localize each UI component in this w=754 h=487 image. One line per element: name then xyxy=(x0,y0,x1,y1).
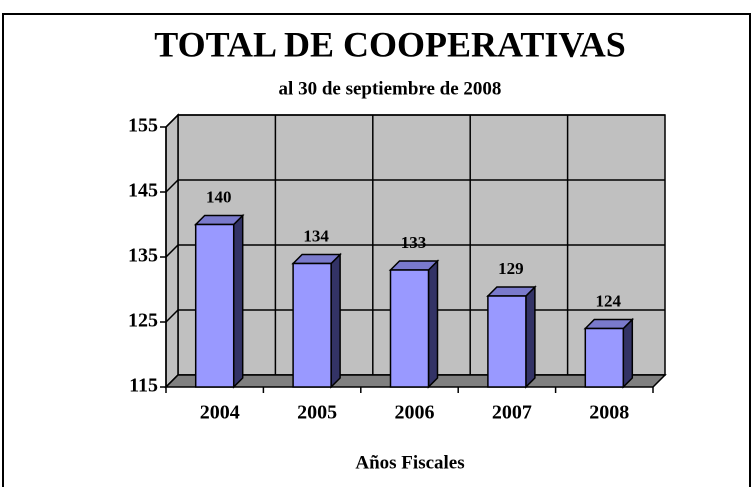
bar-top xyxy=(583,318,635,330)
value-label: 129 xyxy=(498,259,524,278)
value-label: 134 xyxy=(303,226,329,245)
x-tick-label: 2005 xyxy=(297,402,337,424)
bar xyxy=(292,262,332,388)
y-tick-label: 145 xyxy=(128,180,158,202)
bar-side xyxy=(622,317,634,389)
chart-subtitle: al 30 de septiembre de 2008 xyxy=(279,78,502,99)
bar xyxy=(584,327,625,388)
bar-side xyxy=(232,213,244,389)
bar xyxy=(389,269,430,388)
bar xyxy=(487,295,527,388)
bar-side xyxy=(525,285,536,389)
bar xyxy=(194,223,235,388)
bar-top xyxy=(486,286,537,297)
bar-top xyxy=(388,260,440,271)
bar-side xyxy=(427,259,439,389)
value-label: 133 xyxy=(401,233,427,252)
chart-title: TOTAL DE COOPERATIVAS xyxy=(154,24,625,64)
bar-side xyxy=(330,252,341,389)
grid-line xyxy=(165,114,665,128)
y-tick-label: 115 xyxy=(129,375,158,397)
value-label: 124 xyxy=(596,291,622,310)
y-tick-label: 125 xyxy=(128,310,158,332)
grid-line xyxy=(165,179,665,193)
x-tick-label: 2006 xyxy=(395,402,435,424)
grid-line xyxy=(165,244,665,258)
x-axis-title: Años Fiscales xyxy=(355,452,464,473)
x-tick-label: 2007 xyxy=(492,402,532,424)
y-tick-label: 135 xyxy=(128,245,158,267)
value-label: 140 xyxy=(206,187,232,206)
x-tick-label: 2008 xyxy=(589,402,629,424)
bar-top xyxy=(193,214,245,226)
x-tick-label: 2004 xyxy=(200,402,240,424)
y-tick-label: 155 xyxy=(128,115,158,137)
bar-top xyxy=(291,253,342,265)
